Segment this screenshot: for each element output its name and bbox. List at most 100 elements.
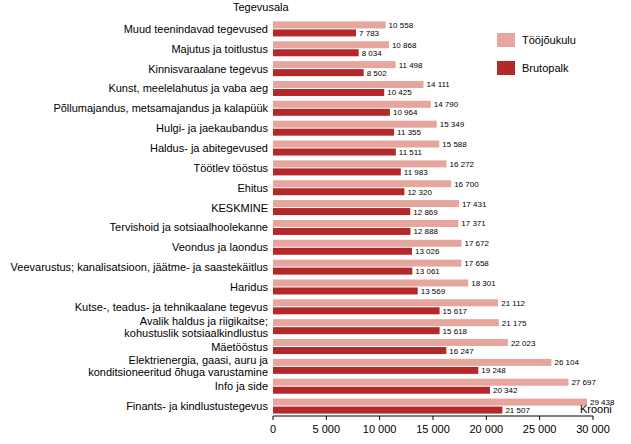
category-label: Töötlev tööstus bbox=[193, 162, 268, 174]
bar bbox=[273, 240, 462, 247]
data-label: 15 618 bbox=[443, 327, 468, 336]
bar bbox=[273, 228, 410, 235]
data-label: 22 023 bbox=[511, 339, 536, 348]
data-label: 11 498 bbox=[399, 61, 423, 70]
data-label: 27 697 bbox=[571, 378, 596, 387]
data-label: 16 272 bbox=[450, 160, 475, 169]
x-tick-label: 20 000 bbox=[470, 423, 504, 435]
chart: Muud teenindavad tegevusedMajutus ja toi… bbox=[0, 0, 631, 444]
bar bbox=[273, 220, 458, 227]
legend-label: Brutopalk bbox=[522, 62, 569, 74]
category-label: Avalik haldus ja riigikaitse;kohustuslik… bbox=[124, 315, 268, 339]
x-tick bbox=[433, 416, 434, 420]
category-label: Tervishoid ja sotsiaalhoolekanne bbox=[110, 221, 268, 233]
bar bbox=[273, 109, 390, 116]
bar bbox=[273, 188, 404, 195]
category-label-line: konditsioneeritud õhuga varustamine bbox=[88, 366, 268, 378]
category-label: Haldus- ja abitegevused bbox=[150, 142, 268, 154]
data-label: 10 964 bbox=[393, 108, 418, 117]
category-label: Haridus bbox=[230, 281, 268, 293]
category-label-line: Kutse-, teadus- ja tehnikaalane tegevus bbox=[75, 301, 269, 313]
category-label: Hulgi- ja jaekaubandus bbox=[156, 122, 268, 134]
bar bbox=[273, 319, 499, 326]
data-label: 19 248 bbox=[481, 366, 506, 375]
axis-title: Krooni bbox=[580, 403, 612, 415]
category-label: Kinnisvaraalane tegevus bbox=[148, 63, 268, 75]
category-label-line: Finants- ja kindlustustegevus bbox=[126, 400, 268, 412]
x-tick bbox=[326, 416, 327, 420]
data-label: 21 112 bbox=[501, 299, 525, 308]
data-label: 10 868 bbox=[392, 41, 417, 50]
bar bbox=[273, 248, 412, 255]
category-label-line: Veondus ja laondus bbox=[172, 241, 269, 253]
bar bbox=[273, 61, 396, 68]
data-label: 13 026 bbox=[415, 247, 440, 256]
bar bbox=[273, 307, 440, 314]
category-label-line: Info ja side bbox=[215, 380, 268, 392]
data-label: 16 247 bbox=[449, 347, 474, 356]
axis-title: Tegevusala bbox=[233, 1, 290, 13]
data-label: 10 558 bbox=[389, 21, 414, 30]
bar bbox=[273, 399, 587, 406]
data-label: 20 342 bbox=[493, 386, 518, 395]
bar bbox=[273, 359, 551, 366]
bar bbox=[273, 160, 447, 167]
data-label: 16 700 bbox=[454, 180, 479, 189]
bar bbox=[273, 279, 468, 286]
category-label-line: Kunst, meelelahutus ja vaba aeg bbox=[108, 82, 268, 94]
category-label: Kunst, meelelahutus ja vaba aeg bbox=[108, 82, 268, 94]
category-label: KESKMINE bbox=[211, 202, 268, 214]
legend-swatch bbox=[497, 33, 515, 47]
category-label-line: KESKMINE bbox=[211, 202, 268, 214]
category-label: Finants- ja kindlustustegevus bbox=[126, 400, 268, 412]
category-label-line: kohustuslik sotsiaalkindlustus bbox=[124, 327, 268, 339]
category-label: Elektrienergia, gaasi, auru jakonditsion… bbox=[88, 354, 269, 378]
category-label-line: Majutus ja toitlustus bbox=[171, 43, 268, 55]
bar bbox=[273, 299, 498, 306]
category-label-line: Hulgi- ja jaekaubandus bbox=[156, 122, 268, 134]
data-label: 11 983 bbox=[404, 168, 428, 177]
bar bbox=[273, 41, 389, 48]
x-tick-label: 15 000 bbox=[416, 423, 450, 435]
data-label: 15 617 bbox=[443, 307, 468, 316]
category-label-line: Tervishoid ja sotsiaalhoolekanne bbox=[110, 221, 268, 233]
bar bbox=[273, 208, 410, 215]
data-label: 14 790 bbox=[434, 100, 459, 109]
data-label: 11 355 bbox=[397, 128, 421, 137]
data-label: 13 569 bbox=[421, 287, 446, 296]
data-label: 21 507 bbox=[505, 406, 530, 415]
legend: Tööjõukulu Brutopalk bbox=[497, 33, 576, 75]
data-label: 17 672 bbox=[465, 239, 490, 248]
bar bbox=[273, 121, 437, 128]
category-label-line: Avalik haldus ja riigikaitse; bbox=[140, 315, 268, 327]
category-label: Veondus ja laondus bbox=[172, 241, 269, 253]
data-label: 12 888 bbox=[413, 227, 438, 236]
bar bbox=[273, 327, 440, 334]
data-label: 11 511 bbox=[399, 148, 423, 157]
category-label-line: Põllumajandus, metsamajandus ja kalapüük bbox=[53, 102, 268, 114]
x-tick bbox=[539, 416, 540, 420]
legend-swatch bbox=[497, 61, 515, 75]
data-label: 12 869 bbox=[413, 208, 438, 217]
bar bbox=[273, 347, 446, 354]
x-tick-label: 5 000 bbox=[313, 423, 341, 435]
bar bbox=[273, 379, 568, 386]
data-label: 10 425 bbox=[387, 88, 412, 97]
legend-label: Tööjõukulu bbox=[522, 34, 576, 46]
category-label: Veevarustus; kanalisatsioon, jäätme- ja … bbox=[11, 261, 269, 273]
labels: Muud teenindavad tegevusedMajutus ja toi… bbox=[11, 21, 615, 415]
bar bbox=[273, 81, 424, 88]
data-label: 15 349 bbox=[440, 120, 465, 129]
data-label: 17 658 bbox=[464, 259, 489, 268]
x-tick bbox=[379, 416, 380, 420]
data-label: 13 061 bbox=[415, 267, 440, 276]
data-label: 21 175 bbox=[502, 319, 527, 328]
data-label: 12 320 bbox=[407, 188, 432, 197]
category-label-line: Veevarustus; kanalisatsioon, jäätme- ja … bbox=[11, 261, 269, 273]
x-tick bbox=[273, 416, 274, 420]
bar bbox=[273, 268, 412, 275]
x-tick bbox=[486, 416, 487, 420]
bar bbox=[273, 200, 459, 207]
data-label: 17 371 bbox=[461, 219, 486, 228]
bar bbox=[273, 129, 394, 136]
